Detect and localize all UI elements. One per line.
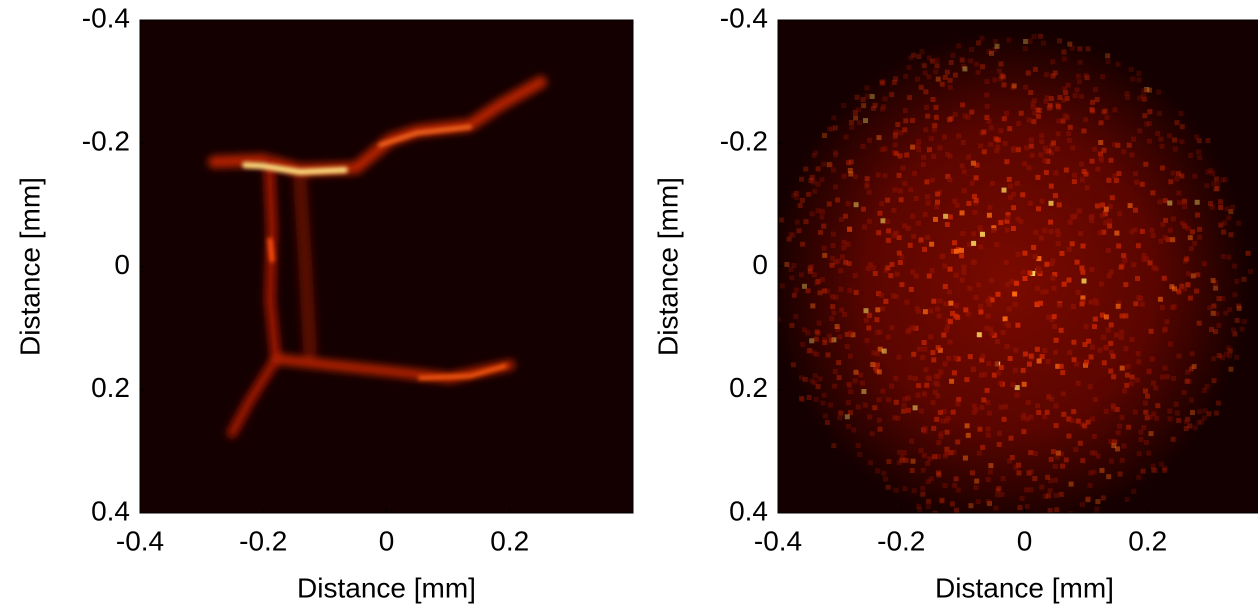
x-tick-label: 0.2	[1128, 525, 1167, 556]
x-tick-label: 0	[379, 525, 395, 556]
y-tick-label: -0.2	[720, 126, 768, 157]
x-tick-label: 0	[1017, 525, 1033, 556]
image-right	[778, 20, 1258, 513]
y-tick-label: 0.4	[729, 495, 768, 526]
y-tick-label: 0.2	[91, 372, 130, 403]
y-axis-label: Distance [mm]	[14, 177, 45, 356]
x-axis-label: Distance [mm]	[935, 572, 1114, 603]
x-tick-label: 0.2	[490, 525, 529, 556]
x-tick-label: -0.4	[754, 525, 802, 556]
panel-axes: -0.4 -0.2 0 0.2 -0.4 -0.2 0 0.2 0.4 Distance [mm]…	[652, 2, 1258, 603]
speckle-field	[778, 33, 1253, 513]
x-axis-label: Distance [mm]	[297, 572, 476, 603]
y-tick-label: 0.4	[91, 495, 130, 526]
y-tick-label: 0.2	[729, 372, 768, 403]
y-axis-label: Distance [mm]	[652, 177, 683, 356]
y-tick-label: -0.4	[82, 2, 130, 33]
image-left	[140, 20, 633, 513]
y-tick-label: -0.4	[720, 2, 768, 33]
panel-axes: -0.4 -0.2 0 0.2 -0.4 -0.2 0 0.2 0.4 Distance [mm]…	[14, 2, 634, 603]
y-tick-label: 0	[752, 249, 768, 280]
x-tick-label: -0.2	[239, 525, 287, 556]
x-tick-label: -0.2	[877, 525, 925, 556]
axes: -0.4 -0.2 0 0.2 -0.4 -0.2 0 0.2 0.4 Distance [mm]…	[14, 2, 1258, 603]
y-tick-label: 0	[114, 249, 130, 280]
y-tick-label: -0.2	[82, 126, 130, 157]
x-tick-label: -0.4	[116, 525, 164, 556]
